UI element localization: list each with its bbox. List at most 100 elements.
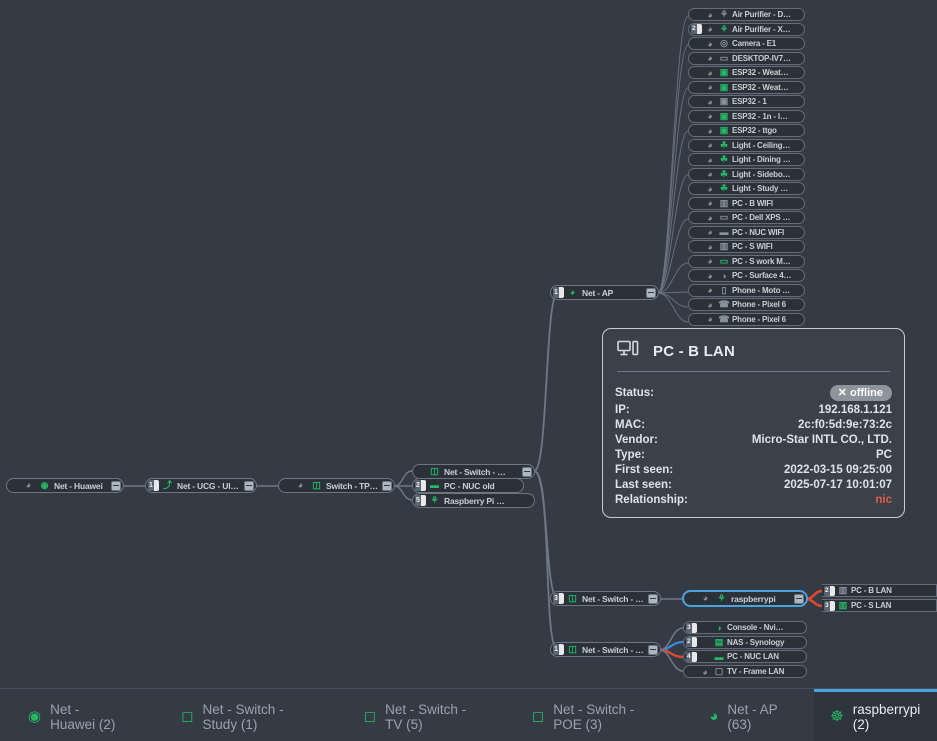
node-net-huawei[interactable]: ◕ ◉ Net - Huawei	[6, 478, 124, 493]
ap-device-row[interactable]: ◕ ▣ ESP32 - Weat…	[688, 80, 805, 94]
collapse-handle[interactable]	[648, 644, 658, 655]
wifi-icon: ◕	[707, 24, 713, 34]
collapse-handle[interactable]	[648, 593, 658, 604]
switch-tv-child-row[interactable]: ◕ ▢ TV - Frame LAN	[683, 665, 807, 679]
device-detail-tooltip: PC - B LAN Status: ✕ offline IP: 192.168.1.…	[602, 328, 905, 518]
taskbar-tab-net-switch-poe-3[interactable]: ◻ Net - Switch - POE (3)	[516, 689, 676, 741]
raspberry-icon: ⚘	[717, 593, 726, 603]
node-label: PC - S LAN	[851, 601, 892, 610]
node-badge: 4	[686, 651, 697, 662]
collapse-handle[interactable]	[522, 466, 532, 477]
console-icon: ◑	[716, 622, 722, 633]
taskbar-tab-net-huawei-2[interactable]: ◉ Net - Huawei (2)	[12, 689, 143, 741]
ap-device-row[interactable]: ◕ ▣ ESP32 - 1	[688, 95, 805, 108]
node-raspberrypi[interactable]: ◕ ⚘ raspberrypi	[683, 591, 807, 606]
wifi-icon: ◕	[25, 480, 32, 490]
collapse-handle[interactable]	[794, 593, 804, 604]
taskbar-tab-net-ap-63[interactable]: ◕ Net - AP (63)	[693, 689, 804, 741]
node-net-ucg[interactable]: 1 ⤴ Net - UCG - Ul…	[145, 478, 257, 493]
node-badge	[691, 213, 702, 223]
node-label: PC - B WIFI	[732, 198, 773, 208]
node-label: PC - S work M…	[732, 256, 791, 266]
node-switch-tp[interactable]: ◕ ◫ Switch - TP li…	[278, 478, 395, 493]
node-net-switch-study[interactable]: ◫ Net - Switch - …	[412, 464, 535, 479]
tooltip-row: Status: ✕ offline	[615, 383, 892, 402]
ap-device-row[interactable]: ◕ ▣ ESP32 - ttgo	[688, 124, 805, 137]
raspberrypi-child-row[interactable]: 2 ▥ PC - B LAN	[822, 584, 937, 597]
taskbar-tab-raspberrypi-2[interactable]: ☸ raspberrypi (2)	[814, 689, 937, 741]
ap-device-row[interactable]: ◕ ☘ Light - Dining …	[688, 153, 805, 166]
bottom-taskbar[interactable]: ◉ Net - Huawei (2) ◻ Net - Switch - Study (…	[0, 688, 937, 741]
ap-device-row[interactable]: ◕ ⚘ Air Purifier - D…	[688, 8, 805, 21]
collapse-handle[interactable]	[382, 480, 392, 491]
node-pc-nuc-old[interactable]: 2 ▬ PC - NUC old	[412, 478, 524, 493]
ap-device-row[interactable]: ◕ ▭ DESKTOP-IV7…	[688, 51, 805, 65]
node-label: NAS - Synology	[727, 637, 785, 647]
node-label: Air Purifier - D…	[732, 10, 791, 19]
tv-icon: ▢	[714, 666, 724, 677]
node-badge: 2	[691, 24, 702, 34]
switch-tv-child-row[interactable]: 3 ◑ Console - Nvi…	[683, 621, 807, 634]
switch-tv-child-row[interactable]: 4 ▬ PC - NUC LAN	[683, 650, 807, 664]
node-badge	[691, 242, 702, 252]
tooltip-divider	[617, 371, 890, 372]
ap-device-row[interactable]: ◕ ☘ Light - Sidebo…	[688, 167, 805, 181]
collapse-handle[interactable]	[111, 480, 121, 491]
ap-device-row[interactable]: ◕ ▭ PC - Dell XPS …	[688, 211, 805, 224]
wifi-icon: ◕	[707, 38, 713, 49]
switch-icon: ◻	[363, 708, 377, 725]
ap-device-row[interactable]: ◕ ☎ Phone - Pixel 6	[688, 312, 805, 326]
raspberrypi-child-row[interactable]: 3 ▥ PC - S LAN	[822, 599, 937, 612]
switch-tv-child-row[interactable]: 2 ▤ NAS - Synology	[683, 635, 807, 649]
tooltip-row: Last seen: 2025-07-17 10:01:07	[615, 477, 892, 492]
ap-device-row[interactable]: ◕ ☘ Light - Ceiling…	[688, 138, 805, 152]
wifi-icon: ◕	[702, 593, 709, 603]
status-badge: ✕ offline	[829, 384, 892, 401]
ap-device-row[interactable]: 2 ◕ ⚘ Air Purifier - X…	[688, 22, 805, 36]
wifi-icon: ◕	[707, 212, 713, 223]
tooltip-value: 2025-07-17 10:01:07	[783, 478, 892, 491]
ap-device-row[interactable]: ◕ ▥ PC - B WIFI	[688, 196, 805, 210]
tooltip-key: Relationship:	[615, 493, 688, 506]
switch-icon: ◻	[531, 708, 545, 725]
taskbar-tab-net-switch-tv-5[interactable]: ◻ Net - Switch - TV (5)	[348, 689, 498, 741]
wifi-icon: ◕	[707, 198, 713, 208]
ap-device-row[interactable]: ◕ ◑ PC - Surface 4…	[688, 269, 805, 282]
node-raspberry-pi[interactable]: 5 ⚘ Raspberry Pi …	[412, 493, 535, 508]
ap-device-row[interactable]: ◕ ◎ Camera - E1	[688, 37, 805, 50]
globe-icon: ◉	[28, 708, 42, 725]
tooltip-row: Type: PC	[615, 447, 892, 462]
node-label: Net - Switch - …	[444, 466, 506, 477]
node-badge	[686, 593, 697, 604]
node-net-ap[interactable]: 1 ◕ Net - AP	[550, 285, 659, 300]
collapse-handle[interactable]	[244, 480, 254, 491]
ap-device-row[interactable]: ◕ ▯ Phone - Moto …	[688, 283, 805, 297]
switch-icon: ◫	[568, 593, 577, 603]
node-label: Net - UCG - Ul…	[177, 480, 239, 491]
taskbar-tab-net-switch-study-1[interactable]: ◻ Net - Switch - Study (1)	[165, 689, 330, 741]
node-net-switch-tv[interactable]: 1 ◫ Net - Switch - …	[550, 642, 661, 657]
ap-device-row[interactable]: ◕ ▣ ESP32 - Weat…	[688, 66, 805, 79]
node-label: PC - NUC old	[444, 480, 495, 491]
node-badge	[691, 10, 702, 20]
bulb-icon: ☘	[719, 168, 729, 179]
wifi-icon: ◕	[707, 9, 713, 20]
node-label: ESP32 - ttgo	[732, 126, 777, 135]
ap-device-row[interactable]: ◕ ▬ PC - NUC WIFI	[688, 225, 805, 239]
collapse-handle[interactable]	[646, 287, 656, 298]
ap-device-row[interactable]: ◕ ▭ PC - S work M…	[688, 254, 805, 268]
node-label: ESP32 - Weat…	[732, 82, 789, 92]
ap-device-row[interactable]: ◕ ▣ ESP32 - 1n - l…	[688, 109, 805, 123]
ap-device-row[interactable]: ◕ ▥ PC - S WIFI	[688, 240, 805, 253]
ap-device-row[interactable]: ◕ ☎ Phone - Pixel 6	[688, 298, 805, 311]
air-purifier-icon: ⚘	[719, 23, 729, 34]
tooltip-key: First seen:	[615, 463, 674, 476]
node-label: Raspberry Pi …	[444, 495, 505, 506]
node-net-switch-poe[interactable]: 3 ◫ Net - Switch - …	[550, 591, 661, 606]
handset-icon: ☎	[718, 299, 730, 309]
taskbar-tab-label: Net - Switch - Study (1)	[202, 701, 284, 732]
node-label: PC - Surface 4…	[732, 271, 792, 280]
ap-device-row[interactable]: ◕ ☘ Light - Study …	[688, 182, 805, 195]
node-badge	[691, 126, 702, 136]
